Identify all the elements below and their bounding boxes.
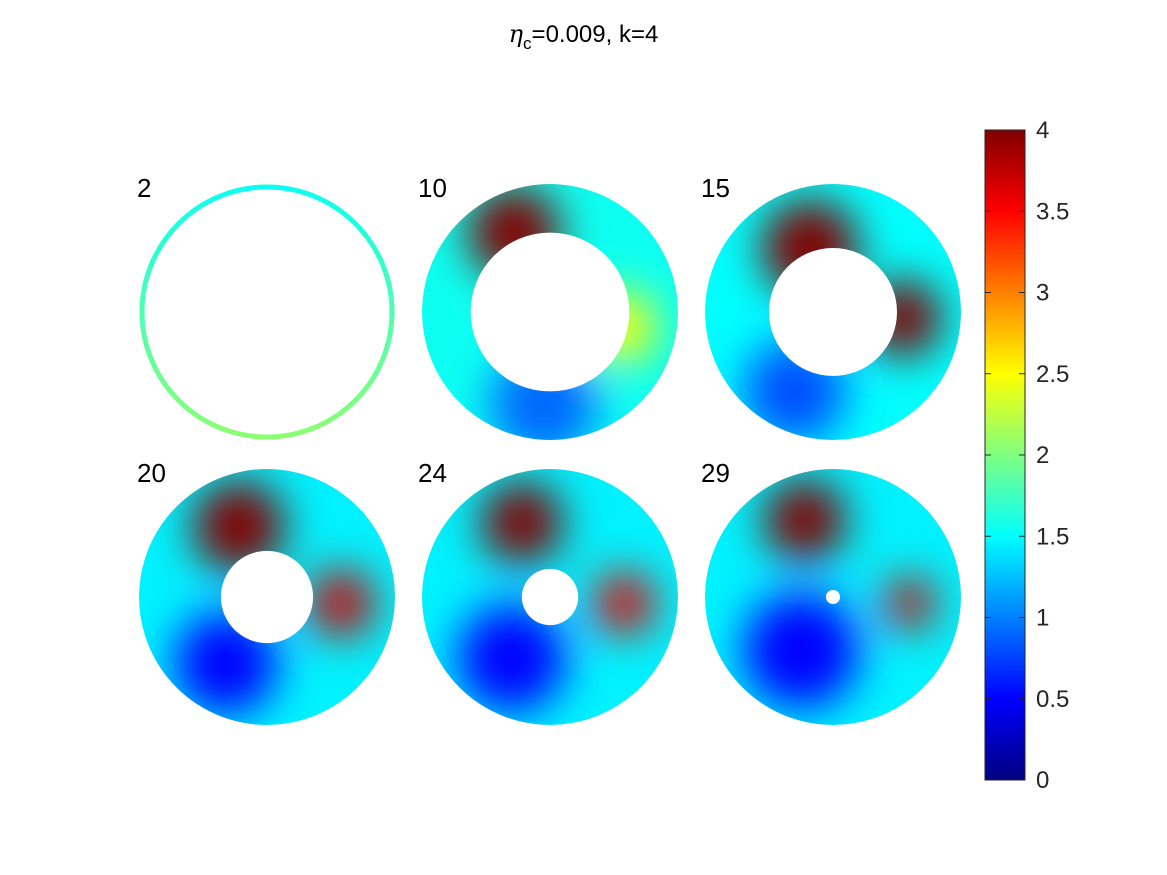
blob-29-0 [763, 479, 846, 562]
panel-20: 20 [137, 458, 395, 725]
ring-2 [139, 184, 395, 440]
panel-10: 10 [418, 173, 678, 440]
panels: 2 10 15 20 24 29 [137, 173, 961, 725]
blob-24-0 [480, 481, 563, 564]
colorbar-tick-label-0: 0 [1036, 767, 1049, 794]
blob-29-2 [743, 593, 859, 709]
colorbar-tick-label-8: 4 [1036, 117, 1049, 144]
panel-24: 24 [418, 458, 678, 725]
panel-label-15: 15 [701, 173, 730, 203]
blob-24-2 [457, 604, 566, 713]
colorbar-tick-label-2: 1 [1036, 605, 1049, 632]
figure-title: ηc=0.009, k=4 [0, 20, 1167, 54]
hole-15 [769, 248, 897, 376]
title-symbol: η [508, 20, 524, 48]
panel-label-29: 29 [701, 458, 730, 488]
panel-label-24: 24 [418, 458, 447, 488]
colorbar-tick-label-1: 0.5 [1036, 686, 1069, 713]
blob-24-1 [593, 572, 655, 635]
title-rest: =0.009, k=4 [531, 21, 659, 48]
colorbar-tick-label-7: 3.5 [1036, 198, 1069, 225]
panel-15: 15 [701, 173, 961, 440]
colorbar-gradient [984, 129, 1026, 781]
panel-label-2: 2 [137, 173, 151, 203]
hole-24 [521, 568, 579, 626]
colorbar: 0 0.5 1 1.5 2 2.5 3 3.5 4 [984, 117, 1069, 794]
colorbar-tick-label-5: 2.5 [1036, 361, 1069, 388]
colorbar-tick-label-4: 2 [1036, 442, 1049, 469]
title-subscript: c [523, 34, 532, 53]
panel-label-20: 20 [137, 458, 166, 488]
blob-29-1 [884, 577, 936, 630]
colorbar-tick-label-6: 3 [1036, 280, 1049, 307]
hole-29 [825, 589, 841, 605]
blob-20-0 [192, 480, 285, 573]
panel-2: 2 [137, 173, 395, 440]
panel-label-10: 10 [418, 173, 447, 203]
hole-10 [470, 232, 630, 392]
colorbar-tick-label-3: 1.5 [1036, 523, 1069, 550]
blob-20-1 [307, 570, 375, 637]
hole-20 [220, 550, 314, 644]
panel-29: 29 [701, 458, 961, 725]
